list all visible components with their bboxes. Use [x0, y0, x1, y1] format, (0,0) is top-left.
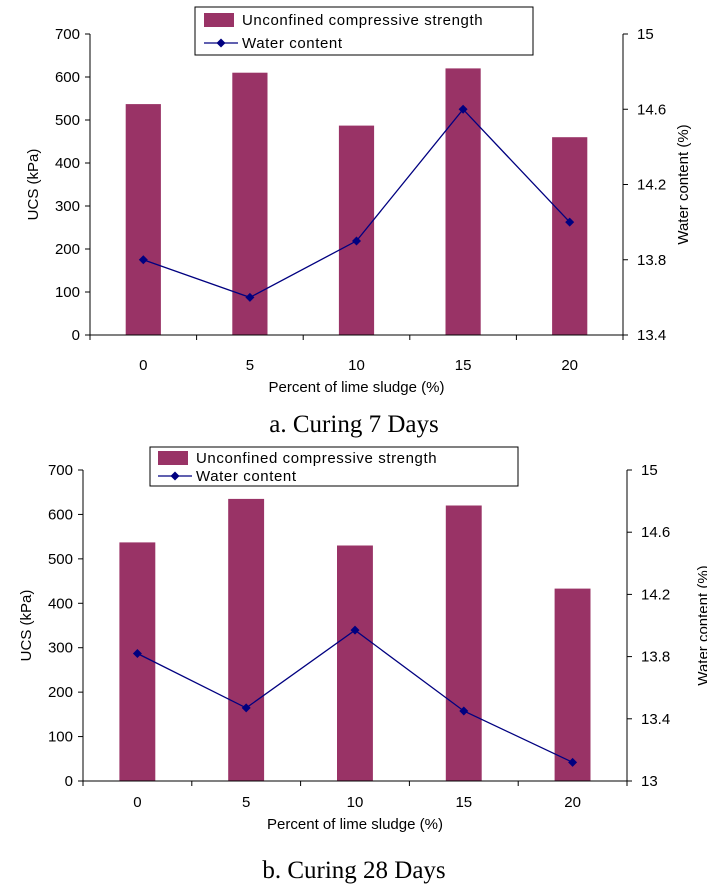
water-content-point	[241, 703, 251, 713]
left-tick-label: 500	[55, 112, 80, 129]
left-tick-label: 500	[48, 551, 73, 568]
left-tick-label: 600	[48, 506, 73, 523]
left-tick-label: 700	[55, 26, 80, 43]
water-content-point	[568, 757, 578, 767]
x-axis-title: Percent of lime sludge (%)	[269, 379, 445, 396]
left-tick-label: 400	[48, 595, 73, 612]
legend-box	[149, 446, 519, 487]
left-tick-label: 600	[55, 69, 80, 86]
left-tick-label: 100	[55, 284, 80, 301]
y-axis-title: UCS (kPa)	[18, 590, 35, 662]
legend-label-ucs: Unconfined compressive strength	[242, 12, 483, 29]
right-tick-label: 13.8	[641, 649, 670, 666]
x-tick-label: 20	[564, 794, 581, 811]
left-tick-label: 200	[55, 241, 80, 258]
legend-bar-swatch	[158, 451, 188, 465]
ucs-bar	[338, 125, 375, 335]
y2-axis-title: Water content (%)	[695, 565, 707, 685]
right-tick-label: 13.4	[637, 327, 666, 344]
x-tick-label: 20	[561, 357, 578, 374]
ucs-bar	[445, 505, 482, 781]
right-tick-label: 14.6	[637, 101, 666, 118]
water-content-point	[352, 236, 361, 246]
legend-diamond-icon	[216, 38, 226, 48]
left-tick-label: 300	[48, 640, 73, 657]
water-content-point	[132, 648, 142, 658]
left-tick-label: 400	[55, 155, 80, 172]
right-tick-label: 13.8	[637, 252, 666, 269]
ucs-bar	[554, 588, 591, 781]
water-content-point	[350, 625, 360, 635]
right-tick-label: 13	[641, 773, 658, 790]
left-tick-label: 700	[48, 462, 73, 479]
water-content-point	[565, 217, 575, 227]
water-content-point	[245, 292, 255, 302]
x-tick-label: 0	[133, 794, 141, 811]
chart-caption: a. Curing 7 Days	[269, 411, 438, 438]
ucs-bar	[552, 137, 588, 335]
legend-diamond-icon	[170, 471, 180, 481]
chart-curing-7-days: 010020030040050060070013.413.814.214.615…	[25, 6, 692, 438]
x-tick-label: 10	[347, 794, 364, 811]
water-content-point	[459, 706, 469, 716]
chart-curing-28-days: 01002003004005006007001313.413.814.214.6…	[18, 446, 707, 884]
left-tick-label: 300	[55, 198, 80, 215]
x-tick-label: 15	[455, 794, 472, 811]
right-tick-label: 15	[637, 26, 654, 43]
right-tick-label: 13.4	[641, 711, 670, 728]
ucs-bar	[228, 498, 265, 781]
legend-label-water: Water content	[242, 35, 343, 52]
left-tick-label: 0	[65, 773, 73, 790]
ucs-bar	[125, 104, 161, 335]
left-tick-label: 0	[72, 327, 80, 344]
x-tick-label: 5	[242, 794, 250, 811]
right-tick-label: 14.2	[637, 177, 666, 194]
x-tick-label: 15	[455, 357, 472, 374]
left-tick-label: 100	[48, 729, 73, 746]
water-content-point	[458, 104, 468, 114]
x-tick-label: 10	[348, 357, 365, 374]
legend-box	[194, 6, 534, 56]
y2-axis-title: Water content (%)	[675, 124, 692, 244]
x-tick-label: 5	[246, 357, 254, 374]
legend-label-ucs: Unconfined compressive strength	[196, 450, 437, 467]
right-tick-label: 14.2	[641, 586, 670, 603]
legend-bar-swatch	[204, 13, 234, 27]
ucs-bar	[337, 545, 373, 781]
left-tick-label: 200	[48, 684, 73, 701]
x-tick-label: 0	[139, 357, 147, 374]
ucs-bar	[119, 542, 156, 781]
right-tick-label: 14.6	[641, 524, 670, 541]
water-content-point	[138, 255, 148, 265]
chart-caption: b. Curing 28 Days	[262, 857, 445, 884]
x-axis-title: Percent of lime sludge (%)	[267, 816, 443, 833]
legend-label-water: Water content	[196, 468, 297, 485]
y-axis-title: UCS (kPa)	[25, 149, 42, 221]
right-tick-label: 15	[641, 462, 658, 479]
